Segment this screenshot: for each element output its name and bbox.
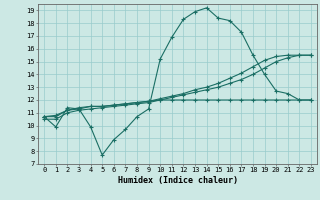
X-axis label: Humidex (Indice chaleur): Humidex (Indice chaleur) — [118, 176, 238, 185]
